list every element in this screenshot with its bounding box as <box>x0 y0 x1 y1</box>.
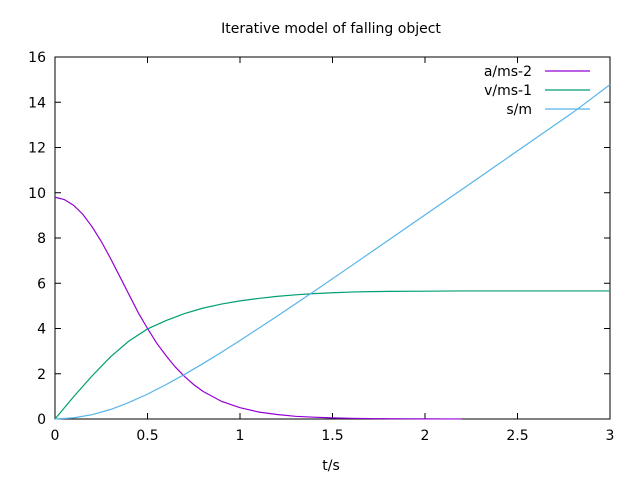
y-tick-label: 14 <box>28 95 46 111</box>
chart-title: Iterative model of falling object <box>221 21 441 37</box>
x-tick-label: 1.5 <box>321 428 343 444</box>
x-tick-label: 2.5 <box>506 428 528 444</box>
x-tick-label: 0.5 <box>136 428 158 444</box>
legend-label: a/ms-2 <box>484 64 532 80</box>
x-tick-label: 3 <box>606 428 615 444</box>
y-tick-label: 8 <box>37 231 46 247</box>
legend-label: s/m <box>506 102 532 118</box>
y-tick-label: 16 <box>28 50 46 66</box>
legend-label: v/ms-1 <box>484 83 532 99</box>
axis-ticks: 0 0.5 1 1.5 2 2.5 3 0 2 4 6 8 10 12 14 16 <box>28 50 614 444</box>
x-tick-label: 2 <box>421 428 430 444</box>
x-axis-label: t/s <box>322 458 340 474</box>
legend: a/ms-2 v/ms-1 s/m <box>484 64 590 118</box>
x-tick-label: 1 <box>236 428 245 444</box>
series-layer <box>54 84 611 420</box>
y-tick-label: 4 <box>37 322 46 338</box>
series-line-2 <box>54 84 611 420</box>
series-line-1 <box>54 290 610 420</box>
series-line-0 <box>54 196 463 420</box>
y-tick-label: 6 <box>37 276 46 292</box>
y-tick-label: 0 <box>37 412 46 428</box>
x-tick-label: 0 <box>51 428 60 444</box>
y-tick-label: 10 <box>28 186 46 202</box>
y-tick-label: 2 <box>37 367 46 383</box>
y-tick-label: 12 <box>28 141 46 157</box>
